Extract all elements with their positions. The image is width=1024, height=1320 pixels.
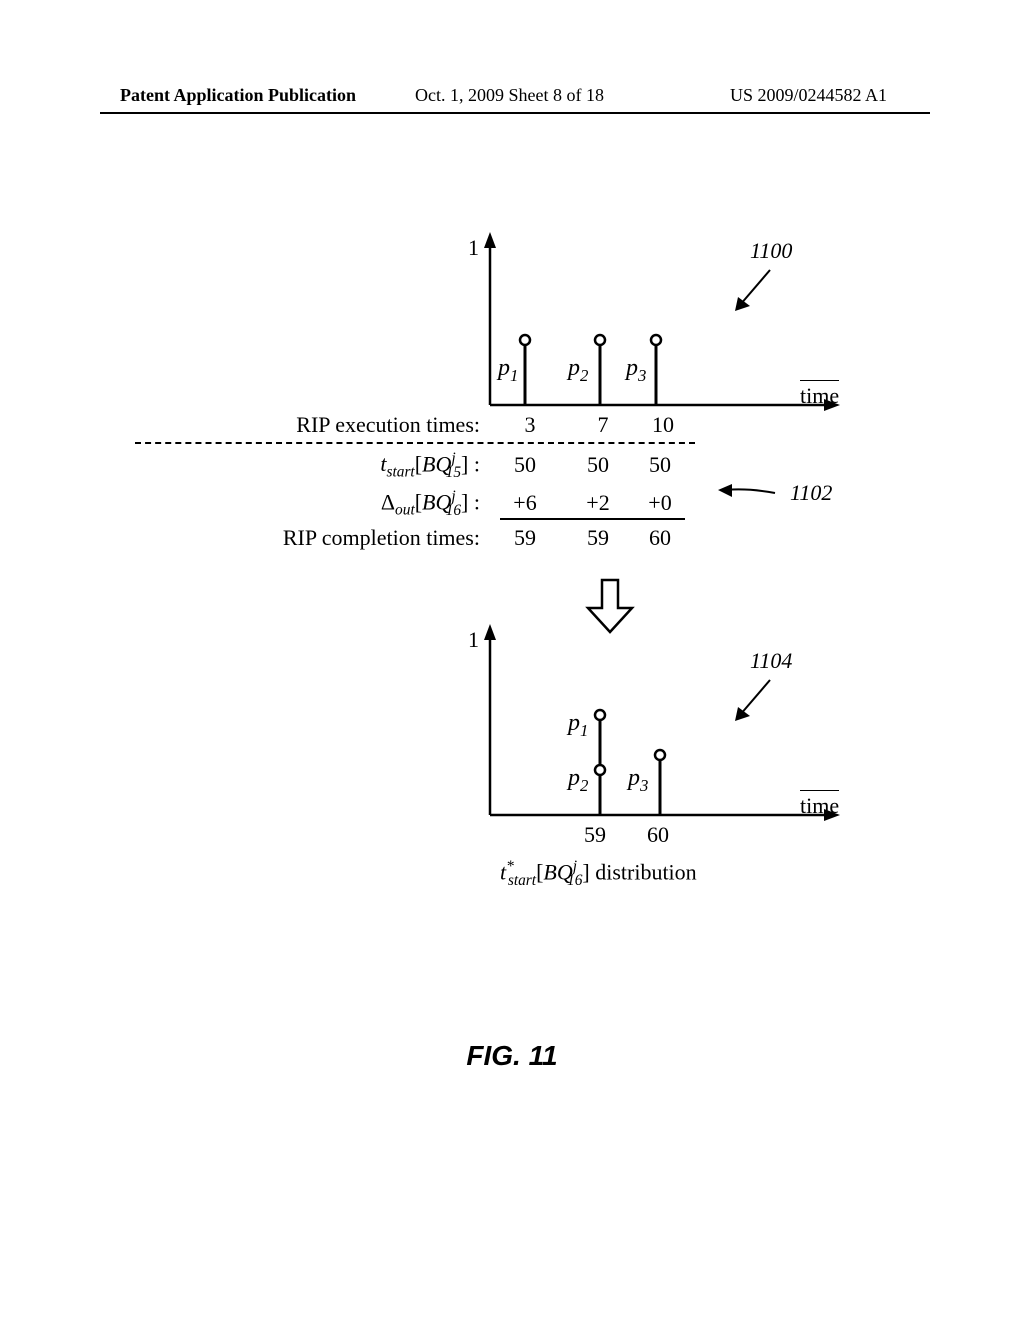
header-rule — [100, 112, 930, 114]
row2-v2: +0 — [635, 490, 685, 516]
chart1-ymax: 1 — [468, 235, 479, 261]
row2-label: Δout[BQj16] : — [160, 488, 480, 520]
ref-1102: 1102 — [790, 480, 832, 506]
header-center-text: Oct. 1, 2009 Sheet 8 of 18 — [415, 85, 604, 106]
chart1-p2: p2 — [568, 355, 588, 386]
row1-v1: 50 — [573, 452, 623, 478]
chart2-tick3: 60 — [633, 822, 683, 848]
ref-1104: 1104 — [750, 648, 792, 674]
row3-v2: 60 — [635, 525, 685, 551]
row0-v2: 10 — [638, 412, 688, 438]
chart2-tick1: 59 — [570, 822, 620, 848]
chart2-p2: p2 — [568, 765, 588, 796]
row2-v1: +2 — [573, 490, 623, 516]
sum-line — [500, 518, 685, 520]
dashed-separator — [135, 442, 695, 444]
chart2-xlabel: time — [800, 790, 839, 819]
figure-caption: FIG. 11 — [0, 1040, 1024, 1072]
row3-label: RIP completion times: — [160, 525, 480, 551]
chart2-dist-label: t*start[BQj16] distribution — [500, 858, 697, 890]
chart1-p3: p3 — [626, 355, 646, 386]
chart1-p1: p1 — [498, 355, 518, 386]
chart2-p1: p1 — [568, 710, 588, 741]
row1-v2: 50 — [635, 452, 685, 478]
row0-v0: 3 — [505, 412, 555, 438]
row1-v0: 50 — [500, 452, 550, 478]
row1-label: tstart[BQj15] : — [160, 450, 480, 482]
row3-v1: 59 — [573, 525, 623, 551]
header-left-text: Patent Application Publication — [120, 85, 356, 106]
chart1-xlabel: time — [800, 380, 839, 409]
row2-v0: +6 — [500, 490, 550, 516]
header-right-text: US 2009/0244582 A1 — [730, 85, 887, 106]
chart2-ymax: 1 — [468, 627, 479, 653]
row0-v1: 7 — [578, 412, 628, 438]
ref-1100: 1100 — [750, 238, 792, 264]
row0-label: RIP execution times: — [160, 412, 480, 438]
row3-v0: 59 — [500, 525, 550, 551]
chart2-p3: p3 — [628, 765, 648, 796]
